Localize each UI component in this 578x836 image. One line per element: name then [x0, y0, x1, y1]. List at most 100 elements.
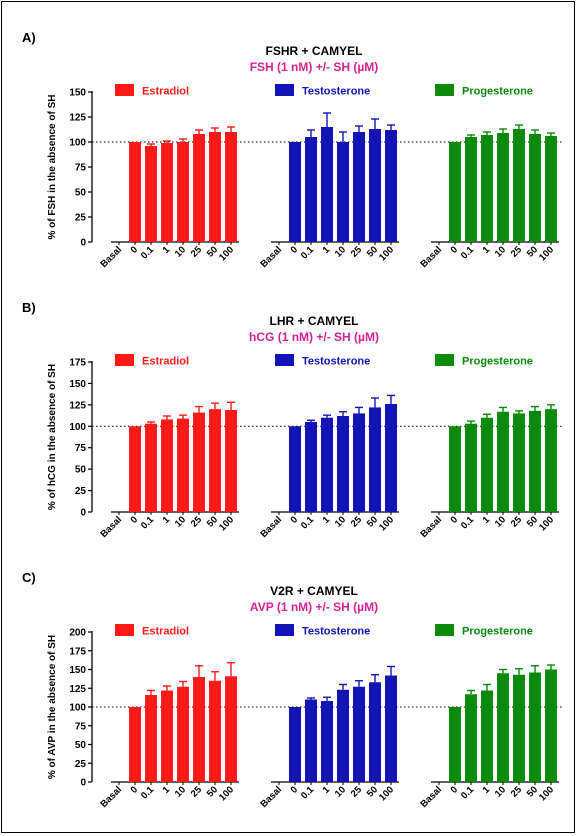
x-tick-label: 1: [161, 244, 173, 256]
bar: [177, 418, 189, 512]
bar: [545, 409, 557, 512]
x-tick-label: 10: [333, 244, 348, 259]
bar: [337, 142, 349, 242]
chart-subtitle: AVP (1 nM) +/- SH (µM): [250, 600, 378, 614]
y-tick-label: 100: [69, 703, 86, 714]
bar: [145, 695, 157, 782]
x-tick-label: 25: [509, 244, 525, 260]
x-tick-label: 25: [349, 514, 365, 530]
y-tick-label: 75: [75, 443, 87, 454]
bar: [529, 134, 541, 242]
x-tick-label: 0: [129, 244, 141, 256]
x-tick-label: 0.1: [299, 784, 317, 802]
bar: [449, 707, 461, 782]
panel-label: A): [22, 30, 36, 45]
x-tick-label: 100: [217, 784, 236, 803]
y-tick-label: 125: [69, 684, 86, 695]
x-tick-label: Basal: [258, 514, 284, 540]
bar: [337, 689, 349, 782]
bar: [481, 690, 493, 782]
bar: [385, 404, 397, 512]
legend-swatch: [115, 354, 134, 366]
y-tick-label: 0: [80, 778, 86, 789]
x-tick-label: 100: [217, 244, 236, 263]
y-tick-label: 25: [75, 759, 87, 770]
x-tick-label: 25: [509, 784, 525, 800]
bar: [209, 409, 221, 512]
y-tick-label: 50: [75, 188, 87, 199]
bar: [449, 426, 461, 512]
bar: [193, 412, 205, 512]
bar: [305, 137, 317, 242]
bar: [369, 407, 381, 512]
x-tick-label: 0.1: [299, 244, 317, 262]
y-tick-label: 0: [80, 238, 86, 249]
x-tick-label: 100: [537, 244, 556, 263]
y-tick-label: 150: [69, 88, 86, 99]
x-tick-label: 0: [289, 244, 301, 256]
legend-swatch: [115, 624, 134, 636]
bar: [353, 686, 365, 782]
x-tick-label: 100: [377, 244, 396, 263]
bar: [289, 142, 301, 242]
bar: [353, 132, 365, 242]
y-tick-label: 75: [75, 721, 87, 732]
bar: [513, 413, 525, 512]
x-tick-label: 0.1: [459, 514, 477, 532]
bar: [353, 413, 365, 512]
bar: [545, 136, 557, 242]
x-tick-label: 0.1: [139, 514, 157, 532]
y-tick-label: 200: [69, 628, 86, 639]
x-tick-label: 25: [189, 784, 205, 800]
bar: [385, 130, 397, 242]
legend-label: Progesterone: [462, 356, 533, 368]
x-tick-label: 10: [333, 514, 348, 529]
bar: [209, 132, 221, 242]
y-tick-label: 100: [69, 422, 86, 433]
bar: [529, 410, 541, 512]
x-tick-label: Basal: [418, 244, 444, 270]
x-tick-label: 25: [349, 244, 365, 260]
x-tick-label: Basal: [418, 784, 444, 810]
bar: [193, 677, 205, 782]
chart-title: LHR + CAMYEL: [269, 314, 358, 328]
bar: [289, 426, 301, 512]
bar: [177, 686, 189, 782]
legend-swatch: [435, 354, 454, 366]
x-tick-label: 0: [449, 514, 461, 526]
x-tick-label: 25: [189, 514, 205, 530]
bar: [177, 142, 189, 242]
x-tick-label: Basal: [418, 514, 444, 540]
x-tick-label: 1: [321, 514, 333, 526]
panel-label: C): [22, 570, 36, 585]
bar: [481, 417, 493, 512]
x-tick-label: 0.1: [139, 784, 157, 802]
legend-swatch: [435, 84, 454, 96]
legend-swatch: [435, 624, 454, 636]
y-tick-label: 150: [69, 379, 86, 390]
bar: [225, 676, 237, 782]
bar: [225, 132, 237, 242]
x-tick-label: 1: [481, 514, 493, 526]
x-tick-label: 0: [129, 784, 141, 796]
chart-title: V2R + CAMYEL: [270, 584, 358, 598]
bar: [321, 417, 333, 512]
bar: [321, 127, 333, 242]
chart-subtitle: hCG (1 nM) +/- SH (µM): [249, 330, 379, 344]
bar: [289, 707, 301, 782]
y-tick-label: 50: [75, 740, 87, 751]
bar: [369, 129, 381, 242]
x-tick-label: 1: [481, 244, 493, 256]
x-tick-label: 0.1: [299, 514, 317, 532]
bar: [465, 694, 477, 782]
legend-label: Progesterone: [462, 86, 533, 98]
y-axis-label: % of hCG in the absence of SH: [47, 364, 58, 510]
y-tick-label: 125: [69, 113, 86, 124]
x-tick-label: 1: [481, 784, 493, 796]
y-tick-label: 125: [69, 400, 86, 411]
x-tick-label: 100: [537, 514, 556, 533]
bar: [129, 426, 141, 512]
bar: [129, 707, 141, 782]
x-tick-label: 25: [189, 244, 205, 260]
